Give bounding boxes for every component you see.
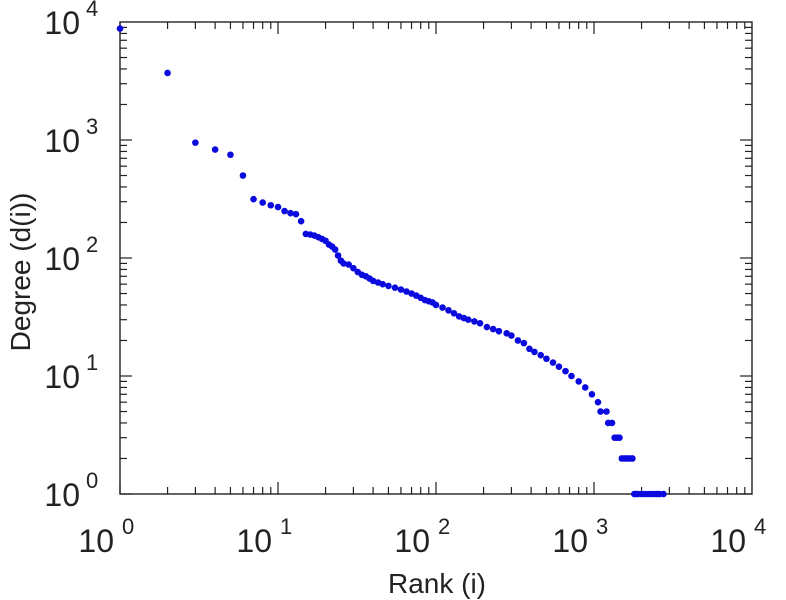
data-point: [211, 146, 219, 153]
data-point: [259, 199, 266, 206]
data-point: [526, 345, 533, 353]
data-point: [543, 355, 550, 363]
data-point: [331, 246, 339, 253]
data-point: [489, 325, 497, 333]
data-point: [274, 203, 282, 211]
data-point: [450, 309, 458, 317]
data-point: [385, 282, 392, 290]
x-axis-ticks: 10 0 10 1 10 2 10 3 10 4: [78, 22, 766, 559]
y-axis-label: Degree (d(i)): [5, 193, 36, 352]
x-tick-exponent: 1: [280, 514, 292, 539]
data-point: [345, 261, 352, 268]
data-point: [588, 390, 596, 398]
y-tick-label: 10: [44, 241, 80, 277]
data-point: [476, 319, 484, 327]
data-point: [391, 284, 399, 292]
data-point: [616, 434, 623, 442]
data-point: [379, 280, 387, 288]
y-tick-exponent: 2: [86, 232, 98, 257]
data-point: [250, 195, 257, 203]
x-tick-label: 10: [552, 523, 588, 559]
data-point: [281, 207, 288, 215]
data-point: [192, 139, 199, 146]
x-tick-exponent: 4: [754, 514, 766, 539]
y-tick-exponent: 4: [86, 0, 98, 21]
data-point: [483, 323, 491, 331]
data-point: [629, 455, 636, 462]
data-point: [292, 210, 300, 218]
data-point: [164, 69, 171, 77]
data-point: [369, 277, 377, 285]
data-point: [594, 398, 602, 406]
data-point: [514, 337, 522, 344]
data-point: [350, 264, 357, 272]
x-tick-label: 10: [710, 523, 746, 559]
y-tick-exponent: 0: [86, 468, 98, 493]
data-point: [297, 217, 305, 225]
plot-area: [119, 21, 753, 495]
data-point: [340, 260, 347, 267]
data-point: [403, 288, 410, 295]
data-point: [608, 419, 616, 427]
data-point: [464, 316, 472, 324]
data-point: [568, 372, 575, 380]
y-tick-exponent: 1: [86, 350, 98, 375]
data-point: [531, 348, 538, 356]
data-point: [555, 363, 563, 370]
data-point: [575, 378, 582, 385]
x-axis-label: Rank (i): [388, 568, 486, 599]
data-point: [603, 408, 610, 415]
y-tick-exponent: 3: [86, 114, 98, 139]
x-tick-label: 10: [394, 523, 430, 559]
data-point: [508, 332, 515, 339]
data-point: [239, 172, 247, 179]
data-points: [116, 25, 667, 498]
data-point: [562, 367, 569, 375]
data-point: [227, 151, 234, 159]
plot-frame: [119, 21, 753, 495]
x-tick-label: 10: [78, 523, 114, 559]
y-tick-label: 10: [44, 123, 80, 159]
data-point: [537, 351, 545, 359]
data-point: [520, 339, 528, 347]
data-point: [495, 327, 503, 335]
data-point: [432, 301, 440, 309]
y-tick-label: 10: [44, 359, 80, 395]
x-tick-exponent: 2: [438, 514, 450, 539]
data-point: [471, 318, 478, 325]
data-point: [397, 286, 405, 293]
x-tick-exponent: 0: [122, 514, 134, 539]
data-point: [597, 408, 604, 415]
data-point: [334, 252, 342, 259]
data-point: [445, 307, 452, 314]
data-point: [267, 201, 275, 209]
data-point: [660, 490, 667, 498]
y-tick-label: 10: [44, 5, 80, 41]
x-tick-exponent: 3: [596, 514, 608, 539]
data-point: [439, 304, 446, 311]
data-point: [116, 25, 124, 32]
data-point: [287, 209, 294, 217]
x-tick-label: 10: [236, 523, 272, 559]
data-point: [581, 384, 589, 391]
y-tick-label: 10: [44, 477, 80, 513]
data-point: [549, 359, 557, 366]
